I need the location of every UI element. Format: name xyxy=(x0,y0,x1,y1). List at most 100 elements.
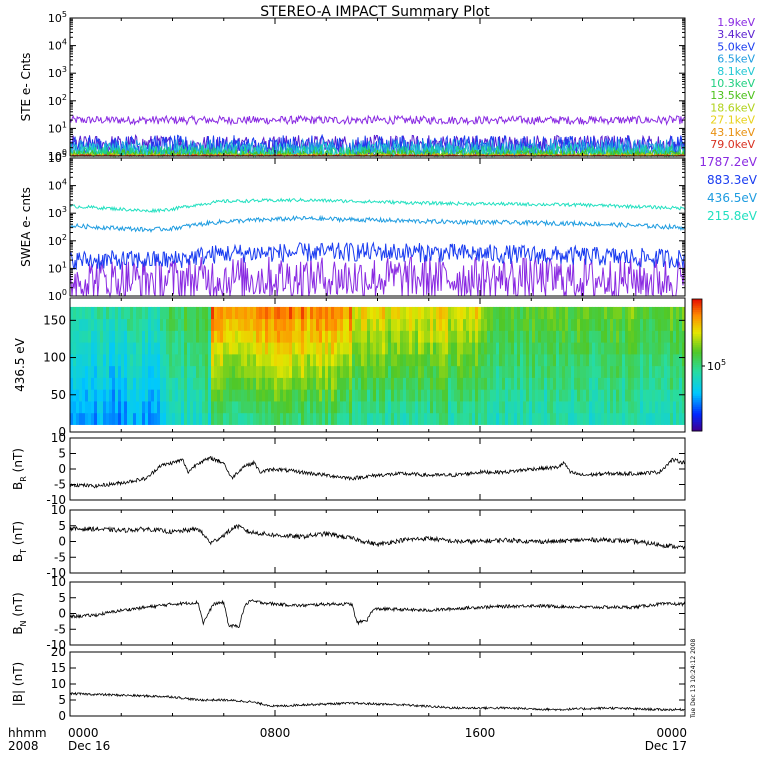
heatmap-cell xyxy=(343,306,347,320)
heatmap-cell xyxy=(145,377,149,390)
colorbar-cell xyxy=(692,299,702,302)
heatmap-cell xyxy=(373,353,377,367)
heatmap-cell xyxy=(139,412,143,425)
heatmap-cell xyxy=(457,306,461,320)
colorbar-cell xyxy=(692,323,702,326)
heatmap-cell xyxy=(646,342,650,355)
heatmap-cell xyxy=(376,377,380,390)
heatmap-cell xyxy=(166,401,170,414)
heatmap-cell xyxy=(553,353,557,367)
heatmap-cell xyxy=(334,389,338,402)
heatmap-cell xyxy=(223,389,227,402)
heatmap-cell xyxy=(601,365,605,378)
heatmap-cell xyxy=(364,318,368,331)
colorbar-cell xyxy=(692,365,702,368)
heatmap-cell xyxy=(259,306,263,320)
heatmap-cell xyxy=(97,318,101,331)
heatmap-cell xyxy=(295,412,299,425)
heatmap-cell xyxy=(220,330,224,343)
heatmap-cell xyxy=(466,353,470,367)
heatmap-cell xyxy=(133,377,137,390)
colorbar-cell xyxy=(692,327,702,331)
colorbar-cell xyxy=(692,325,702,329)
heatmap-cell xyxy=(322,330,326,343)
heatmap-cell xyxy=(544,330,548,343)
heatmap-cell xyxy=(652,401,656,414)
heatmap-cell xyxy=(454,389,458,402)
heatmap-cell xyxy=(142,365,146,378)
heatmap-cell xyxy=(217,318,221,331)
heatmap-cell xyxy=(370,353,374,367)
heatmap-cell xyxy=(124,412,128,425)
heatmap-cell xyxy=(544,353,548,367)
heatmap-cell xyxy=(334,342,338,355)
heatmap-cell xyxy=(358,389,362,402)
heatmap-cell xyxy=(484,318,488,331)
heatmap-cell xyxy=(649,401,653,414)
heatmap-cell xyxy=(394,377,398,390)
heatmap-cell xyxy=(409,377,413,390)
heatmap-cell xyxy=(382,365,386,378)
heatmap-cell xyxy=(232,389,236,402)
heatmap-cell xyxy=(673,318,677,331)
heatmap-cell xyxy=(529,306,533,320)
heatmap-cell xyxy=(100,389,104,402)
heatmap-cell xyxy=(580,330,584,343)
heatmap-cell xyxy=(70,389,74,402)
heatmap-cell xyxy=(199,389,203,402)
heatmap-cell xyxy=(649,377,653,390)
heatmap-cell xyxy=(391,401,395,414)
heatmap-cell xyxy=(115,412,119,425)
heatmap-cell xyxy=(226,401,230,414)
heatmap-cell xyxy=(592,318,596,331)
heatmap-cell xyxy=(241,318,245,331)
heatmap-cell xyxy=(208,389,212,402)
heatmap-cell xyxy=(502,365,506,378)
heatmap-cell xyxy=(661,365,665,378)
heatmap-cell xyxy=(208,353,212,367)
heatmap-cell xyxy=(358,318,362,331)
heatmap-cell xyxy=(130,412,134,425)
heatmap-cell xyxy=(271,401,275,414)
heatmap-cell xyxy=(478,342,482,355)
colorbar-cell xyxy=(692,312,702,315)
heatmap-cell xyxy=(280,306,284,320)
heatmap-cell xyxy=(664,318,668,331)
heatmap-cell xyxy=(616,306,620,320)
ste-legend-item: 6.5keV xyxy=(717,53,755,66)
heatmap-cell xyxy=(340,318,344,331)
heatmap-cell xyxy=(109,353,113,367)
heatmap-cell xyxy=(520,389,524,402)
heatmap-cell xyxy=(250,306,254,320)
heatmap-cell xyxy=(238,377,242,390)
heatmap-cell xyxy=(304,412,308,425)
heatmap-cell xyxy=(85,365,89,378)
heatmap-cell xyxy=(157,377,161,390)
heatmap-cell xyxy=(196,353,200,367)
heatmap-cell xyxy=(538,330,542,343)
heatmap-cell xyxy=(181,412,185,425)
heatmap-cell xyxy=(232,412,236,425)
heatmap-cell xyxy=(601,412,605,425)
heatmap-cell xyxy=(637,377,641,390)
heatmap-cell xyxy=(241,412,245,425)
heatmap-cell xyxy=(367,342,371,355)
heatmap-cell xyxy=(325,330,329,343)
heatmap-cell xyxy=(142,318,146,331)
heatmap-cell xyxy=(193,318,197,331)
heatmap-cell xyxy=(175,377,179,390)
heatmap-cell xyxy=(208,330,212,343)
heatmap-cell xyxy=(538,353,542,367)
heatmap-cell xyxy=(601,401,605,414)
heatmap-cell xyxy=(115,306,119,320)
heatmap-cell xyxy=(397,401,401,414)
colorbar-frame xyxy=(691,298,703,432)
heatmap-cell xyxy=(382,330,386,343)
heatmap-cell xyxy=(277,318,281,331)
heatmap-cell xyxy=(214,318,218,331)
heatmap-cell xyxy=(385,412,389,425)
heatmap-cell xyxy=(559,377,563,390)
heatmap-cell xyxy=(73,330,77,343)
heatmap-cell xyxy=(322,389,326,402)
